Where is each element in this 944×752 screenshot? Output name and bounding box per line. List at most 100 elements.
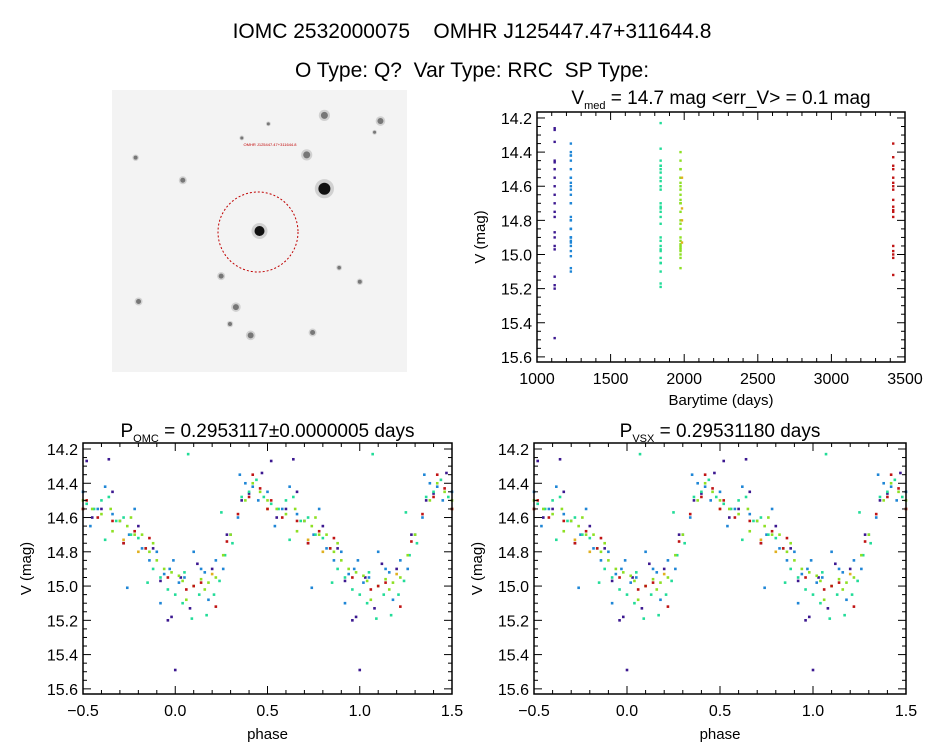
data-point [369,598,373,602]
data-point [703,473,707,476]
data-point [809,559,813,562]
data-point [295,529,299,533]
data-point [229,533,232,536]
data-point [258,490,262,494]
data-point [569,239,573,243]
data-point [127,533,131,536]
data-point [577,586,580,590]
data-point [159,579,162,583]
data-point [679,159,682,162]
data-point [679,181,682,185]
data-point [336,567,339,571]
data-point [659,176,662,179]
data-point [588,536,592,540]
data-point [303,519,306,523]
data-point [581,516,584,519]
data-point [662,572,666,576]
x-tick-label: 0.5 [709,703,731,720]
star [133,155,138,160]
data-point [770,529,774,533]
data-point [581,533,584,536]
data-point [659,207,662,210]
data-point [569,202,573,205]
data-point [421,516,424,519]
data-point [231,541,234,545]
data-point [220,511,223,514]
data-point [837,577,841,581]
data-point [558,495,562,499]
data-point [835,593,839,596]
data-point [569,142,573,145]
data-point [821,576,824,579]
data-point [633,579,636,583]
star [254,226,265,236]
data-point [584,533,588,536]
data-point [659,215,662,219]
data-point [722,459,726,463]
data-point [321,550,325,554]
data-point [850,593,854,596]
data-point [679,236,682,239]
data-point [256,499,260,502]
data-point [553,159,556,162]
data-point [679,246,682,249]
title-rest: = 0.2953117±0.0000005 days [159,421,415,442]
data-point [819,579,822,583]
data-point [177,581,181,584]
data-point [778,533,781,536]
data-point [90,507,94,511]
data-point [284,512,288,516]
x-tick-label: −0.5 [518,703,550,720]
data-point [406,567,410,571]
data-point [659,249,662,253]
data-point [569,150,573,154]
data-point [759,541,763,545]
data-point [399,559,402,562]
y-tick-label: 15.2 [47,613,78,630]
data-point [892,244,895,248]
data-point [659,270,662,273]
data-point [618,588,621,591]
data-point [748,519,752,523]
data-point [679,244,682,248]
data-point [683,541,686,545]
data-point [789,547,792,550]
data-point [424,499,428,502]
data-point [223,553,227,557]
data-point [266,507,269,511]
data-point [614,572,618,576]
data-point [351,619,354,622]
data-point [299,519,303,523]
data-point [610,576,614,579]
data-point [819,601,822,605]
data-point [284,499,288,502]
data-point [170,615,173,619]
data-point [325,533,328,536]
data-point [569,188,573,191]
data-point [892,273,895,277]
data-point [148,550,151,554]
data-point [122,538,125,542]
data-point [389,613,393,617]
data-point [569,227,573,231]
x-tick-label: 1000 [519,371,555,388]
y-tick-label: 14.6 [498,511,529,528]
data-point [162,572,166,576]
data-point [347,572,350,576]
data-point [848,572,852,576]
data-point [649,593,653,596]
data-point [96,516,100,519]
data-point [841,588,845,591]
data-point [340,559,343,562]
data-point [679,266,682,270]
data-point [562,519,566,523]
data-point [351,576,354,579]
data-point [210,572,214,576]
data-point [125,586,129,590]
star [218,273,224,279]
data-point [748,490,752,494]
data-point [662,567,666,571]
data-points [81,452,454,672]
data-point [244,481,247,485]
data-point [129,533,133,536]
